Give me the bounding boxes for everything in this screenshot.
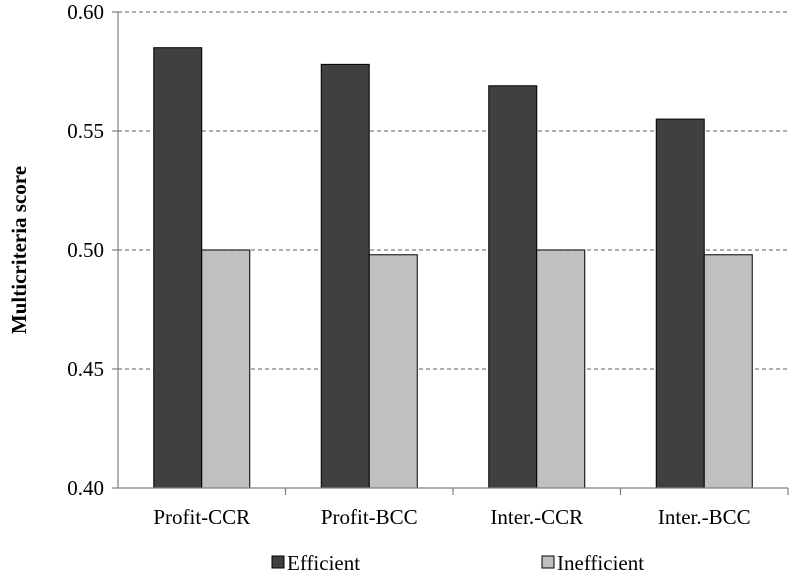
bar-efficient-0	[153, 47, 203, 489]
y-axis-title: Multicriteria score	[7, 166, 31, 334]
axes	[112, 11, 789, 495]
x-tick-label: Profit-CCR	[153, 505, 250, 529]
x-tick-label: Inter.-CCR	[490, 505, 583, 529]
y-tick-label: 0.60	[67, 0, 104, 24]
bar-inefficient-3	[703, 254, 753, 489]
y-tick-label: 0.50	[67, 238, 104, 262]
bar-inefficient-2	[536, 249, 586, 489]
legend: Efficient Inefficient	[271, 551, 644, 575]
bar-inefficient-0	[201, 249, 251, 489]
x-tick-label: Inter.-BCC	[658, 505, 751, 529]
legend-swatch-inefficient	[541, 555, 555, 569]
bar-efficient-1	[320, 63, 370, 489]
y-tick-label: 0.40	[67, 476, 104, 500]
bar-efficient-3	[655, 118, 705, 489]
legend-swatch-efficient	[271, 555, 285, 569]
y-tick-labels: 0.40 0.45 0.50 0.55 0.60	[67, 0, 104, 500]
legend-label-efficient: Efficient	[287, 551, 360, 575]
x-tick-label: Profit-BCC	[321, 505, 418, 529]
bar-efficient-2	[488, 85, 538, 489]
x-tick-labels: Profit-CCR Profit-BCC Inter.-CCR Inter.-BCC	[153, 505, 750, 529]
y-tick-label: 0.45	[67, 357, 104, 381]
legend-label-inefficient: Inefficient	[557, 551, 644, 575]
y-tick-label: 0.55	[67, 119, 104, 143]
bars	[153, 47, 753, 489]
bar-inefficient-1	[368, 254, 418, 489]
